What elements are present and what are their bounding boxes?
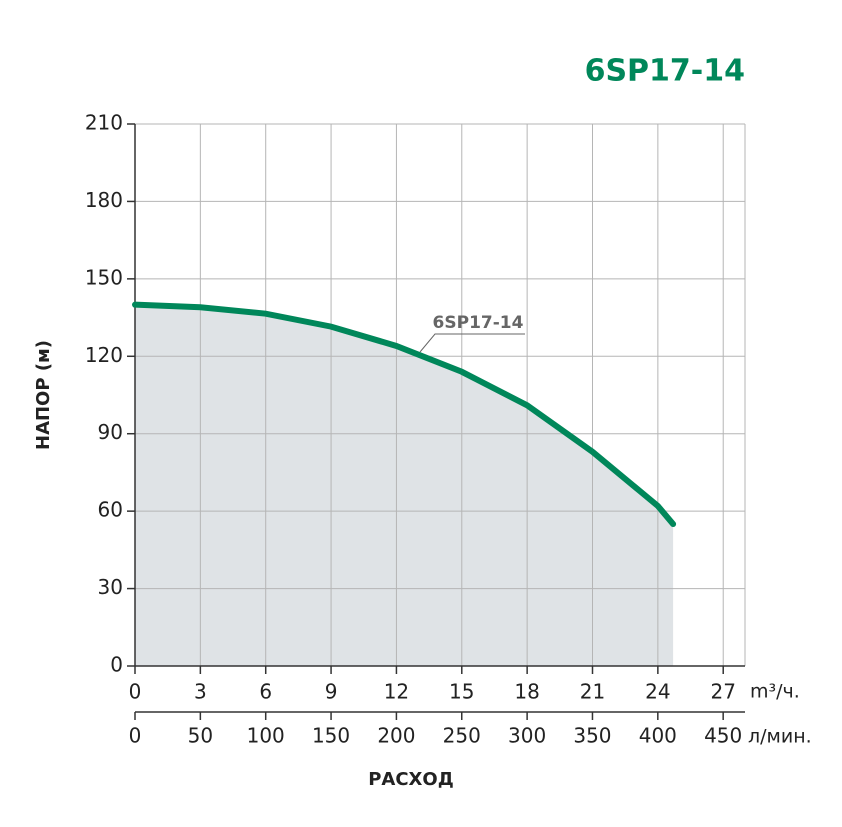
x2-tick-label: 0 [129,724,142,748]
x-tick-label: 21 [580,680,605,704]
y-tick-label: 150 [85,265,123,289]
series-label: 6SP17-14 [433,313,524,333]
y-tick-label: 180 [85,188,123,212]
curve [132,301,677,528]
x2-tick-label: 200 [377,724,415,748]
y-tick-label: 0 [110,653,123,677]
x2-tick-label: 150 [312,724,350,748]
x-unit: m³/ч. [750,681,800,703]
x-tick-label: 9 [325,680,338,704]
x2-tick-label: 100 [247,724,285,748]
y-tick-label: 210 [85,111,123,135]
x2-tick-label: 50 [188,724,213,748]
x2-unit: л/мин. [748,726,812,748]
chart-title: 6SP17-14 [585,54,745,89]
x-tick-label: 12 [384,680,409,704]
x-tick-label: 0 [129,680,142,704]
x-tick-label: 15 [449,680,474,704]
x2-tick-label: 250 [443,724,481,748]
y-tick-label: 60 [98,498,123,522]
y-tick-label: 30 [98,575,123,599]
x2-tick-label: 400 [639,724,677,748]
x-tick-label: 3 [194,680,207,704]
x-tick-label: 27 [710,680,735,704]
leader-line [419,333,525,353]
y-axis-label: НАПОР (м) [33,340,54,450]
x2-tick-label: 450 [704,724,742,748]
x-tick-label: 24 [645,680,670,704]
y-tick-label: 90 [98,420,123,444]
x2-tick-label: 300 [508,724,546,748]
x-axis-label: РАСХОД [368,769,454,790]
x2-tick-label: 350 [573,724,611,748]
x-tick-label: 18 [514,680,539,704]
x-tick-label: 6 [259,680,272,704]
y-tick-label: 120 [85,343,123,367]
area [135,304,674,666]
